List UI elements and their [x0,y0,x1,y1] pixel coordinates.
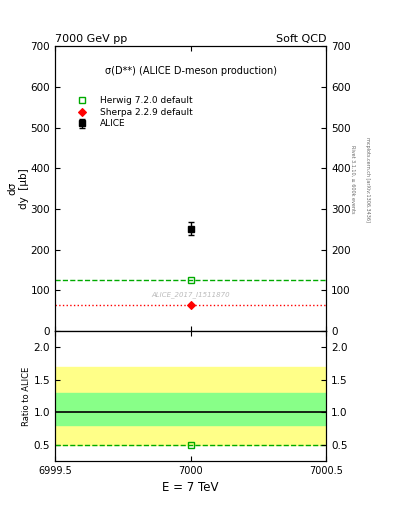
X-axis label: E = 7 TeV: E = 7 TeV [162,481,219,494]
Text: Soft QCD: Soft QCD [276,33,326,44]
Text: 7000 GeV pp: 7000 GeV pp [55,33,127,44]
Text: Rivet 3.1.10, ≥ 600k events: Rivet 3.1.10, ≥ 600k events [350,145,355,214]
Y-axis label: dσ
dy  [μb]: dσ dy [μb] [7,168,29,209]
Y-axis label: Ratio to ALICE: Ratio to ALICE [22,367,31,425]
Text: ALICE_2017_I1511870: ALICE_2017_I1511870 [151,291,230,297]
Text: mcplots.cern.ch [arXiv:1306.3436]: mcplots.cern.ch [arXiv:1306.3436] [365,137,371,222]
Bar [55,367,326,444]
Legend: Herwig 7.2.0 default, Sherpa 2.2.9 default, ALICE: Herwig 7.2.0 default, Sherpa 2.2.9 defau… [68,93,196,131]
Text: σ(D**) (ALICE D-meson production): σ(D**) (ALICE D-meson production) [105,66,277,76]
Bar [55,393,326,425]
